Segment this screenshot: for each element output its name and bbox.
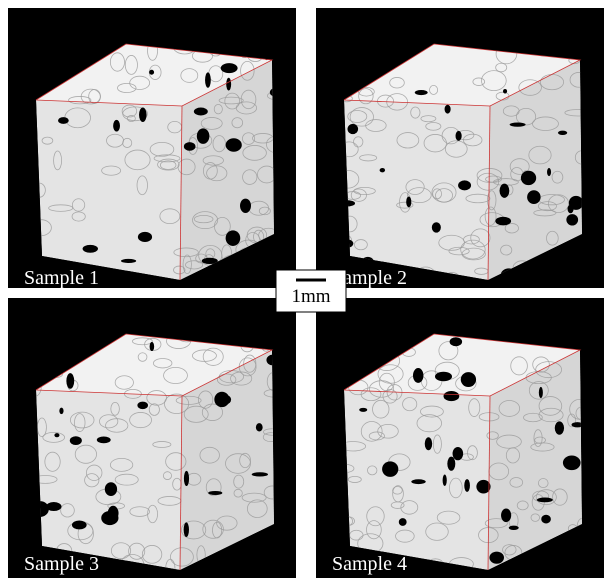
pore bbox=[458, 180, 471, 190]
pore bbox=[501, 508, 511, 522]
pore bbox=[121, 259, 136, 263]
pore bbox=[527, 190, 540, 204]
pore bbox=[443, 475, 447, 486]
pore bbox=[72, 520, 87, 529]
pore bbox=[105, 482, 117, 496]
pore bbox=[252, 472, 268, 476]
pore bbox=[149, 70, 154, 75]
pore bbox=[205, 72, 211, 87]
pore bbox=[456, 131, 462, 141]
pore bbox=[435, 372, 452, 381]
pore bbox=[411, 479, 425, 484]
pore bbox=[137, 402, 148, 410]
pore bbox=[453, 447, 464, 460]
pore bbox=[359, 408, 367, 412]
pore bbox=[226, 230, 241, 246]
panel: Sample 2 bbox=[316, 8, 604, 289]
pore bbox=[226, 78, 231, 91]
pore bbox=[184, 471, 189, 486]
pore bbox=[256, 423, 263, 431]
pore bbox=[194, 108, 208, 116]
pore bbox=[413, 368, 423, 383]
panel: Sample 1 bbox=[8, 8, 296, 289]
pore bbox=[382, 461, 398, 476]
pore bbox=[197, 128, 210, 144]
pore bbox=[138, 232, 152, 242]
pore bbox=[70, 436, 82, 445]
pore bbox=[495, 217, 511, 226]
pore bbox=[226, 138, 242, 151]
pore bbox=[509, 526, 519, 530]
pore bbox=[66, 373, 74, 389]
pore bbox=[406, 196, 411, 207]
pore bbox=[476, 480, 490, 494]
pore bbox=[558, 131, 567, 135]
panel-label: Sample 1 bbox=[24, 267, 99, 289]
pore bbox=[566, 214, 578, 225]
pore bbox=[54, 433, 59, 437]
panel: Sample 3 bbox=[8, 298, 296, 578]
pore bbox=[450, 337, 463, 346]
pore bbox=[539, 387, 543, 398]
pore bbox=[563, 455, 581, 470]
pore bbox=[214, 392, 229, 407]
pore bbox=[464, 479, 470, 492]
pore bbox=[208, 491, 222, 495]
pore bbox=[425, 437, 432, 450]
pore bbox=[184, 142, 196, 151]
pore bbox=[46, 502, 62, 511]
panel-label: Sample 4 bbox=[332, 553, 407, 575]
pore bbox=[503, 89, 507, 93]
pore bbox=[415, 90, 428, 95]
pore bbox=[399, 518, 407, 526]
pore bbox=[139, 107, 147, 122]
pore bbox=[347, 124, 358, 134]
pore bbox=[547, 168, 551, 176]
pore bbox=[221, 63, 238, 73]
page: Sample 1Sample 2Sample 3Sample 4 1mm (()… bbox=[0, 0, 611, 584]
pore bbox=[83, 245, 98, 253]
panel: Sample 4 bbox=[316, 298, 604, 578]
pore bbox=[59, 408, 63, 415]
pore bbox=[150, 342, 155, 351]
pore bbox=[432, 222, 441, 232]
pore bbox=[447, 457, 455, 471]
pore bbox=[380, 168, 385, 172]
pore bbox=[489, 552, 504, 564]
pore bbox=[461, 372, 476, 387]
pore bbox=[113, 120, 120, 132]
pore bbox=[510, 123, 526, 127]
scale-bar: 1mm bbox=[276, 270, 346, 312]
pore bbox=[541, 515, 551, 524]
pore bbox=[58, 117, 69, 124]
pore bbox=[101, 511, 118, 525]
panel-label: Sample 3 bbox=[24, 553, 99, 575]
pore bbox=[555, 421, 564, 434]
pore bbox=[521, 171, 536, 185]
scale-bar-label: 1mm bbox=[291, 286, 330, 307]
pore bbox=[444, 391, 460, 401]
pore bbox=[445, 105, 451, 114]
pore bbox=[537, 498, 553, 503]
pore bbox=[500, 184, 510, 198]
pore bbox=[184, 522, 189, 537]
pore bbox=[97, 437, 111, 444]
pore bbox=[569, 196, 583, 210]
figure: Sample 1 Sample 2 Sample 3 Sample 4 1mm bbox=[0, 0, 611, 584]
pore bbox=[240, 199, 251, 213]
